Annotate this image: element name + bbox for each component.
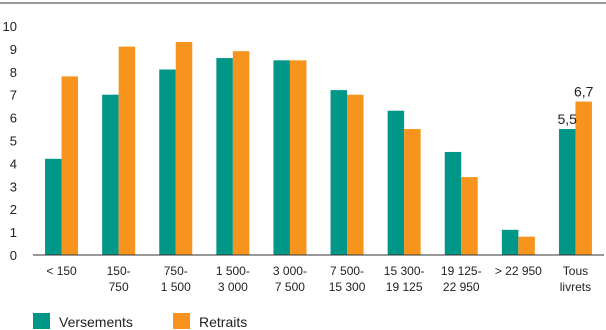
legend: Versements Retraits	[33, 313, 247, 330]
x-tick-label-line: 150-	[107, 264, 131, 278]
data-label: 6,7	[574, 84, 594, 100]
x-tick-label-line: 1 500	[161, 280, 191, 294]
x-tick-label: 750- 1 500	[161, 264, 191, 294]
y-tick-label: 7	[10, 88, 17, 103]
bar-versements-7	[444, 151, 462, 255]
x-tick-label-line: livrets	[560, 280, 591, 294]
bar-retraits-6	[404, 129, 421, 255]
y-tick-label: 2	[10, 202, 17, 217]
x-tick-label-line: 750-	[164, 264, 188, 278]
x-tick-label: < 150	[46, 264, 77, 278]
y-axis: 0 1 2 3 4 5 6 7 8 9 10	[3, 19, 17, 263]
data-label: 5,5	[557, 111, 577, 127]
bar-retraits-5	[347, 94, 364, 255]
x-tick-label: > 22 950	[495, 264, 542, 278]
x-tick-label-line: 22 950	[443, 280, 480, 294]
y-tick-label: 6	[10, 111, 17, 126]
bar-versements-4	[273, 60, 290, 255]
x-tick-label-line: 15 300	[329, 280, 366, 294]
legend-label-versements: Versements	[59, 314, 133, 330]
data-labels: 5,5 6,7	[557, 84, 593, 127]
bar-retraits-4	[289, 60, 307, 255]
y-tick-label: 1	[10, 225, 17, 240]
x-tick-label: Tous livrets	[560, 264, 591, 294]
x-tick-label-line: 3 000	[218, 280, 248, 294]
y-tick-label: 3	[10, 179, 17, 194]
bar-versements-6	[387, 110, 405, 255]
y-tick-label: 0	[10, 248, 17, 263]
bar-retraits-1	[118, 46, 136, 255]
bar-versements-8	[501, 229, 519, 255]
x-tick-label: 7 500- 15 300	[329, 264, 366, 294]
x-tick-label-line: 7 500-	[330, 264, 364, 278]
x-tick-label-line: 15 300-	[384, 264, 425, 278]
x-tick-label: 3 000- 7 500	[273, 264, 307, 294]
x-tick-label-line: 750	[109, 280, 129, 294]
bar-versements-9	[558, 129, 576, 255]
x-tick-label-line: 19 125	[386, 280, 423, 294]
y-tick-label: 8	[10, 65, 17, 80]
x-tick-label-line: 1 500-	[216, 264, 250, 278]
bar-retraits-0	[61, 76, 79, 255]
bar-versements-2	[159, 69, 176, 255]
bar-retraits-3	[232, 51, 250, 255]
x-tick-label: 1 500- 3 000	[216, 264, 250, 294]
bars	[45, 42, 592, 256]
x-tick-label-line: Tous	[563, 264, 588, 278]
bar-retraits-9	[575, 101, 592, 255]
x-tick-label-line: 3 000-	[273, 264, 307, 278]
x-tick-label-line: 7 500	[275, 280, 305, 294]
bar-versements-3	[216, 58, 233, 256]
y-tick-label: 5	[10, 134, 17, 149]
bar-retraits-7	[461, 177, 478, 255]
bar-versements-5	[330, 90, 348, 256]
x-tick-label-line: > 22 950	[495, 264, 542, 278]
legend-swatch-retraits	[173, 313, 190, 329]
y-tick-label: 9	[10, 42, 17, 57]
bar-versements-1	[102, 94, 119, 255]
bar-retraits-2	[175, 42, 193, 255]
x-tick-label-line: 19 125-	[441, 264, 482, 278]
x-tick-label: 15 300- 19 125	[384, 264, 425, 294]
legend-swatch-versements	[33, 313, 50, 329]
x-axis: < 150 150- 750 750- 1 500 1 500- 3 000 3 000- 7 …	[33, 254, 604, 294]
bar-versements-0	[45, 158, 62, 255]
x-tick-label-line: < 150	[46, 264, 77, 278]
bar-retraits-8	[518, 236, 535, 255]
x-tick-label: 19 125- 22 950	[441, 264, 482, 294]
legend-label-retraits: Retraits	[199, 314, 247, 330]
y-tick-label: 4	[10, 156, 17, 171]
y-tick-label: 10	[3, 19, 17, 34]
x-tick-label: 150- 750	[107, 264, 131, 294]
